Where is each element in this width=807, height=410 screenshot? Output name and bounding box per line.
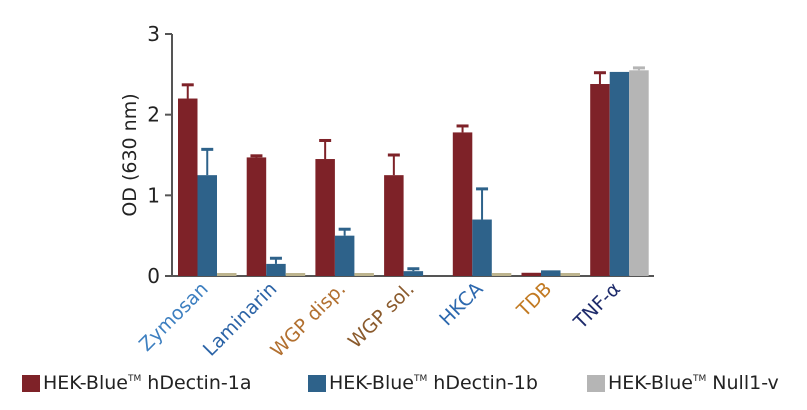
y-tick-label: 3 [147,22,160,46]
legend-swatch [22,374,40,392]
bar [541,270,561,276]
legend-item-hdectin-1a: HEK-BlueTM hDectin-1a [22,372,251,394]
bar [560,273,580,276]
y-tick-label: 2 [147,103,160,127]
bar [334,235,355,276]
x-tick-label: WGP sol. [344,278,419,353]
legend-label: HEK-BlueTM hDectin-1b [329,372,538,394]
y-axis-label: OD (630 nm) [119,93,141,216]
bar [403,271,424,276]
bar [521,272,541,276]
legend-label: HEK-BlueTM Null1-v [608,372,779,394]
bar [472,219,492,276]
legend-swatch [308,374,326,392]
bar [629,70,649,276]
bar [197,175,217,276]
legend-label: HEK-BlueTM hDectin-1a [43,372,252,394]
bar [285,273,306,276]
bar [315,159,335,276]
y-tick-label: 0 [147,264,160,288]
y-tick-label: 1 [147,183,160,207]
bar [384,175,404,276]
bar [590,84,610,276]
x-tick-label: WGP disp. [266,278,350,362]
legend-swatch [587,374,605,392]
x-tick-label: TNF-α [569,278,625,334]
bar [178,98,198,277]
bar [354,273,374,276]
x-tick-label: TDB [512,278,556,322]
bar [452,132,473,276]
legend-item-hdectin-1b: HEK-BlueTM hDectin-1b [308,372,538,394]
bar [266,263,286,276]
legend-item-null1-v: HEK-BlueTM Null1-v [587,372,779,394]
bar [609,71,630,276]
bar [217,273,237,276]
bar [491,273,512,276]
x-tick-label: HKCA [435,278,487,330]
bar [246,157,267,276]
